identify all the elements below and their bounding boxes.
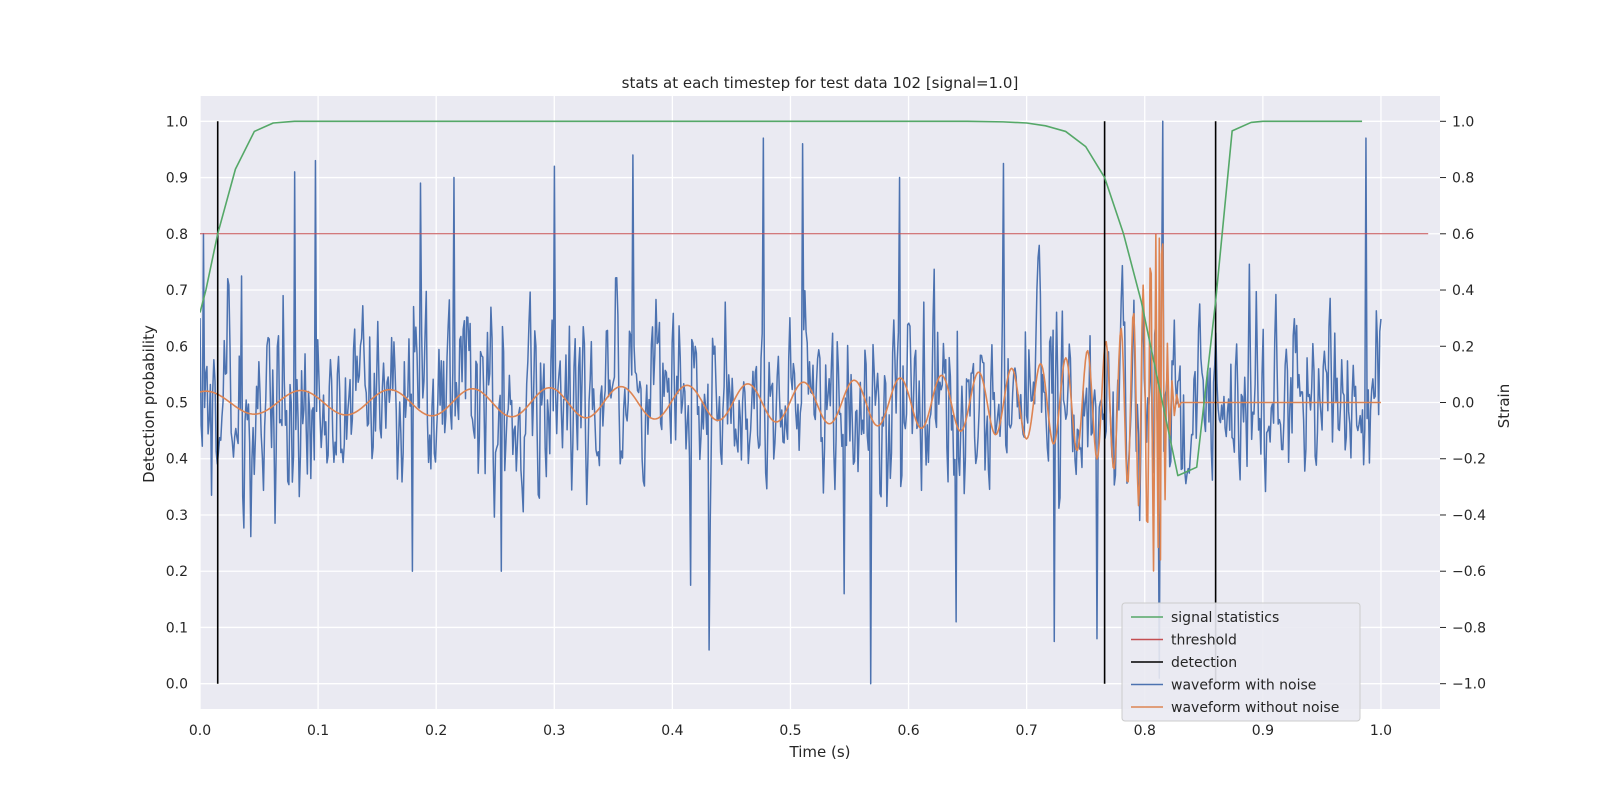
legend-label-threshold: threshold bbox=[1171, 633, 1237, 649]
x-tick-label: 0.5 bbox=[779, 723, 801, 739]
x-tick-label: 0.3 bbox=[543, 723, 565, 739]
y2-tick-label: 1.0 bbox=[1452, 114, 1474, 130]
y-tick-label: 0.2 bbox=[166, 564, 188, 580]
y2-tick-label: −0.4 bbox=[1452, 508, 1486, 524]
series-layer bbox=[200, 120, 1429, 685]
x-tick-label: 0.7 bbox=[1016, 723, 1038, 739]
legend: signal statistics threshold detection wa… bbox=[1121, 602, 1361, 722]
y2-tick-label: 0.0 bbox=[1452, 396, 1474, 412]
legend-label-signal-statistics: signal statistics bbox=[1171, 610, 1279, 626]
series-signal-statistics bbox=[200, 120, 1363, 477]
y-tick-label: 0.8 bbox=[166, 227, 188, 243]
y2-tick-label: 0.8 bbox=[1452, 171, 1474, 187]
x-axis-label: Time (s) bbox=[789, 743, 851, 761]
x-tick-label: 1.0 bbox=[1370, 723, 1392, 739]
legend-label-detection: detection bbox=[1171, 655, 1237, 671]
y-tick-label: 0.3 bbox=[166, 508, 188, 524]
x-tick-label: 0.2 bbox=[425, 723, 447, 739]
y-tick-label: 0.6 bbox=[166, 339, 188, 355]
y2-tick-label: −0.8 bbox=[1452, 620, 1486, 636]
x-tick-label: 0.9 bbox=[1252, 723, 1274, 739]
y-tick-label: 0.9 bbox=[166, 171, 188, 187]
chart-title: stats at each timestep for test data 102… bbox=[622, 74, 1019, 92]
x-tick-label: 0.4 bbox=[661, 723, 683, 739]
y2-tick-label: −0.2 bbox=[1452, 452, 1486, 468]
series-waveform-without-noise bbox=[200, 233, 1381, 572]
y-tick-label: 0.4 bbox=[166, 452, 188, 468]
y-tick-label: 0.1 bbox=[166, 620, 188, 636]
y-tick-label: 0.0 bbox=[166, 677, 188, 693]
y2-tick-label: 0.6 bbox=[1452, 227, 1474, 243]
series-waveform-with-noise bbox=[200, 120, 1382, 685]
y2-tick-label: 0.4 bbox=[1452, 283, 1474, 299]
y-axis-label: Detection probability bbox=[140, 325, 158, 483]
legend-label-waveform-without-noise: waveform without noise bbox=[1171, 700, 1339, 716]
ticks: 0.0 0.1 0.2 0.3 0.4 0.5 0.6 0.7 0.8 0.9 1.0 0.0 0.1 0… bbox=[166, 114, 1486, 739]
legend-box bbox=[1121, 602, 1361, 722]
x-tick-label: 0.6 bbox=[897, 723, 919, 739]
y2-tick-label: −0.6 bbox=[1452, 564, 1486, 580]
y2-axis-label: Strain bbox=[1495, 384, 1513, 428]
x-tick-label: 0.8 bbox=[1134, 723, 1156, 739]
x-tick-label: 0.0 bbox=[189, 723, 211, 739]
y2-tick-label: 0.2 bbox=[1452, 339, 1474, 355]
y-tick-label: 0.7 bbox=[166, 283, 188, 299]
legend-label-waveform-with-noise: waveform with noise bbox=[1171, 678, 1316, 694]
x-tick-label: 0.1 bbox=[307, 723, 329, 739]
y-tick-label: 1.0 bbox=[166, 114, 188, 130]
y2-tick-label: −1.0 bbox=[1452, 677, 1486, 693]
y-tick-label: 0.5 bbox=[166, 396, 188, 412]
